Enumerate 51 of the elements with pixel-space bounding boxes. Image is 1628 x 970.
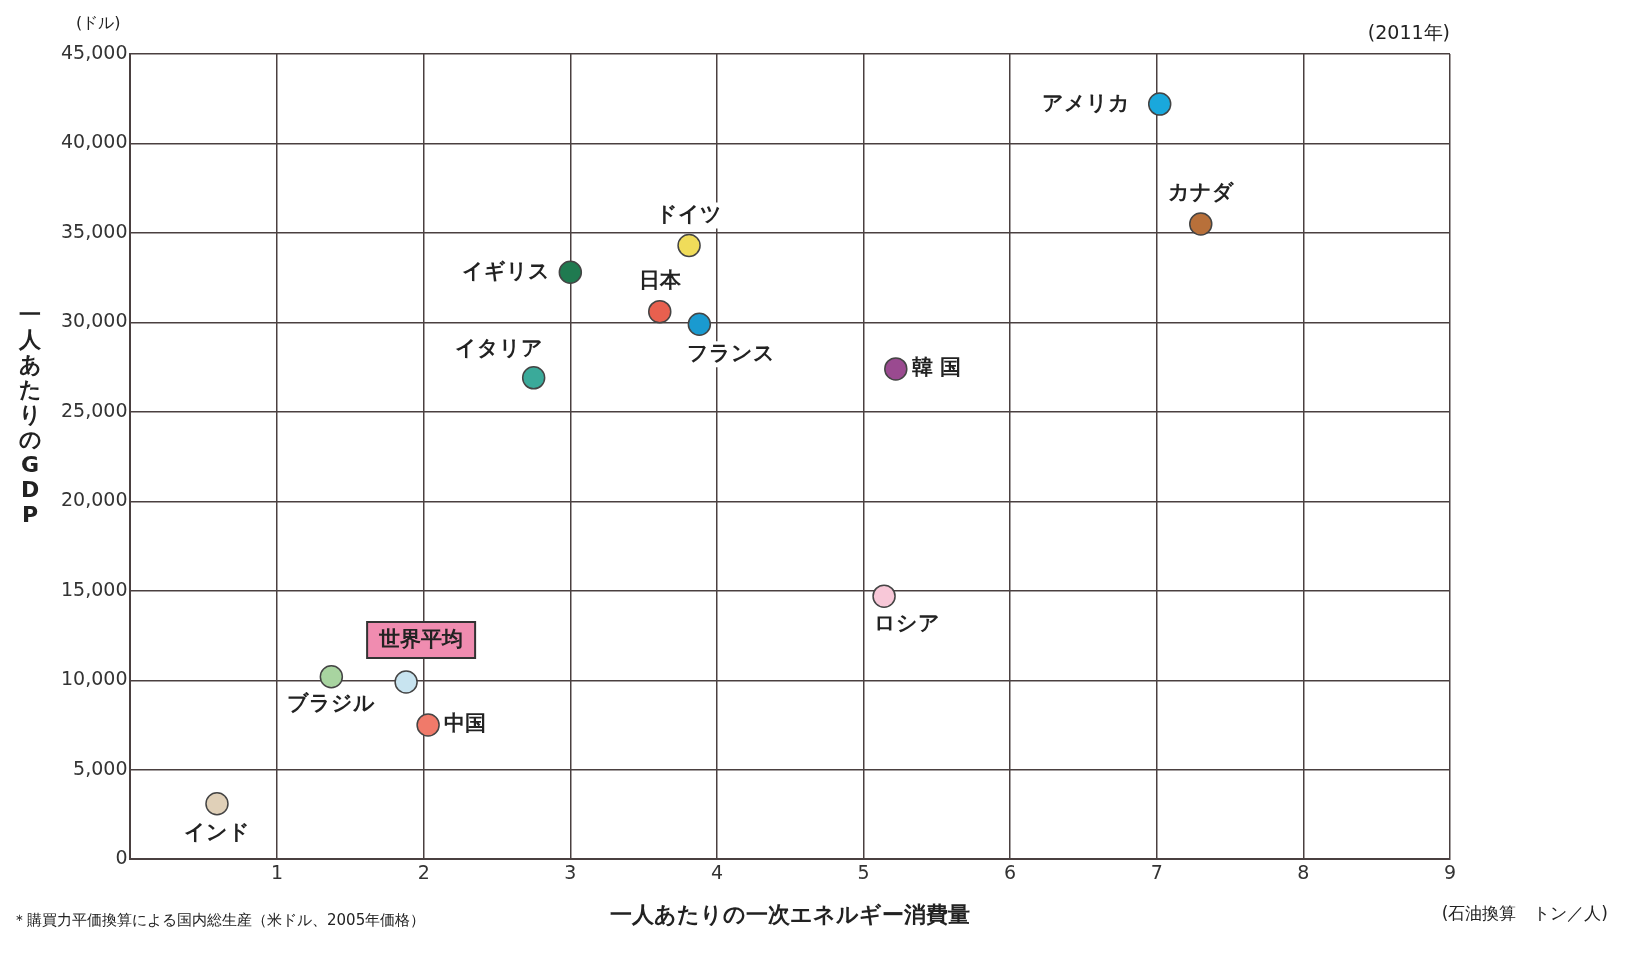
text: ＊購買力平価換算による国内総生産（米ドル、2005年価格）	[12, 911, 426, 930]
x-tick-label: 5	[857, 860, 870, 883]
point	[884, 357, 908, 381]
annotation: ブラジル	[287, 691, 376, 716]
annotation: インド	[183, 820, 250, 845]
x-tick-label: 1	[271, 860, 284, 883]
annotation: 世界平均	[378, 626, 464, 651]
y-tick-label: 0	[115, 846, 128, 869]
annotation: 日本	[638, 268, 682, 293]
point	[648, 299, 672, 324]
annotation: カナダ	[1167, 180, 1234, 205]
annotation: イタリア	[454, 336, 543, 361]
point	[1147, 92, 1172, 116]
y-tick-label: 35,000	[61, 219, 128, 242]
point	[319, 664, 344, 689]
x-tick-label: 8	[1297, 860, 1310, 883]
text: (ドル)	[76, 13, 121, 33]
y-tick-label: 10,000	[61, 667, 128, 690]
x-tick-label: 6	[1004, 860, 1017, 883]
point	[872, 584, 896, 608]
y-tick-label: 15,000	[61, 577, 128, 600]
x-tick-label: 9	[1443, 860, 1457, 883]
x-tick-label: 4	[710, 860, 723, 883]
annotation: 韓 国	[911, 355, 962, 380]
y-tick-label: 45,000	[61, 40, 128, 63]
y-tick-label: 5,000	[73, 756, 128, 779]
x-axis-title: 一人あたりの一次エネルギー消費量	[610, 901, 971, 927]
annotation: ドイツ	[656, 201, 723, 226]
text: (石油換算 トン／人)	[1441, 902, 1608, 923]
point	[687, 312, 712, 336]
annotation: 中国	[444, 711, 487, 736]
x-tick-label: 3	[564, 860, 577, 883]
point	[677, 233, 701, 258]
point	[1189, 212, 1213, 236]
y-tick-label: 30,000	[61, 309, 128, 332]
y-tick-label: 40,000	[61, 130, 128, 153]
text: 一人あたりのGDP	[18, 301, 42, 527]
point	[558, 260, 583, 285]
annotation: フランス	[687, 340, 776, 365]
point	[521, 366, 546, 390]
annotation: イギリス	[462, 258, 551, 283]
point	[205, 791, 229, 816]
annotation: アメリカ	[1041, 90, 1130, 115]
text: (2011年)	[1367, 20, 1450, 43]
point	[416, 713, 440, 737]
point	[394, 670, 418, 694]
x-tick-label: 7	[1150, 860, 1163, 883]
annotation: ロシア	[874, 610, 941, 635]
x-tick-label: 2	[417, 860, 430, 883]
y-tick-label: 20,000	[61, 488, 128, 511]
y-tick-label: 25,000	[61, 398, 128, 421]
